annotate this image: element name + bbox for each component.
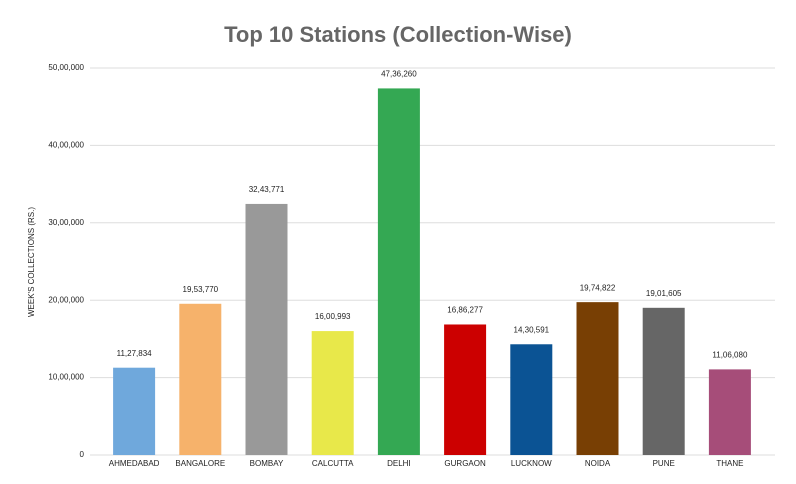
bar: [642, 307, 685, 455]
x-tick-label: GURGAON: [444, 459, 486, 468]
x-tick-label: NOIDA: [585, 459, 611, 468]
value-label: 32,43,771: [249, 185, 285, 194]
chart-title: Top 10 Stations (Collection-Wise): [224, 22, 572, 47]
x-tick-label: THANE: [716, 459, 743, 468]
x-tick-label: BANGALORE: [175, 459, 225, 468]
value-label: 47,36,260: [381, 70, 417, 79]
bar: [510, 344, 553, 455]
x-tick-label: BOMBAY: [250, 459, 284, 468]
y-tick-label: 10,00,000: [48, 373, 84, 382]
x-tick-label: CALCUTTA: [312, 459, 354, 468]
value-label: 16,86,277: [447, 306, 483, 315]
y-tick-label: 50,00,000: [48, 63, 84, 72]
bar: [377, 88, 420, 455]
bar: [113, 367, 156, 455]
value-label: 19,53,770: [183, 285, 219, 294]
value-label: 11,27,834: [117, 349, 153, 358]
bar: [708, 369, 751, 455]
y-tick-label: 20,00,000: [48, 295, 84, 304]
bar: [179, 303, 222, 455]
y-tick-label: 30,00,000: [48, 218, 84, 227]
bar: [245, 203, 288, 455]
value-label: 16,00,993: [315, 312, 351, 321]
y-tick-label: 0: [80, 450, 85, 459]
value-label: 14,30,591: [514, 325, 550, 334]
value-label: 11,06,080: [712, 350, 748, 359]
bar: [311, 331, 354, 455]
y-tick-label: 40,00,000: [48, 141, 84, 150]
bar: [444, 324, 487, 455]
x-tick-label: LUCKNOW: [511, 459, 552, 468]
x-tick-label: AHMEDABAD: [109, 459, 160, 468]
x-tick-label: DELHI: [387, 459, 411, 468]
x-tick-label: PUNE: [653, 459, 675, 468]
value-label: 19,01,605: [646, 289, 682, 298]
y-axis-label: WEEK'S COLLECTIONS (RS.): [27, 207, 36, 317]
bar: [576, 302, 619, 455]
value-label: 19,74,822: [580, 283, 616, 292]
